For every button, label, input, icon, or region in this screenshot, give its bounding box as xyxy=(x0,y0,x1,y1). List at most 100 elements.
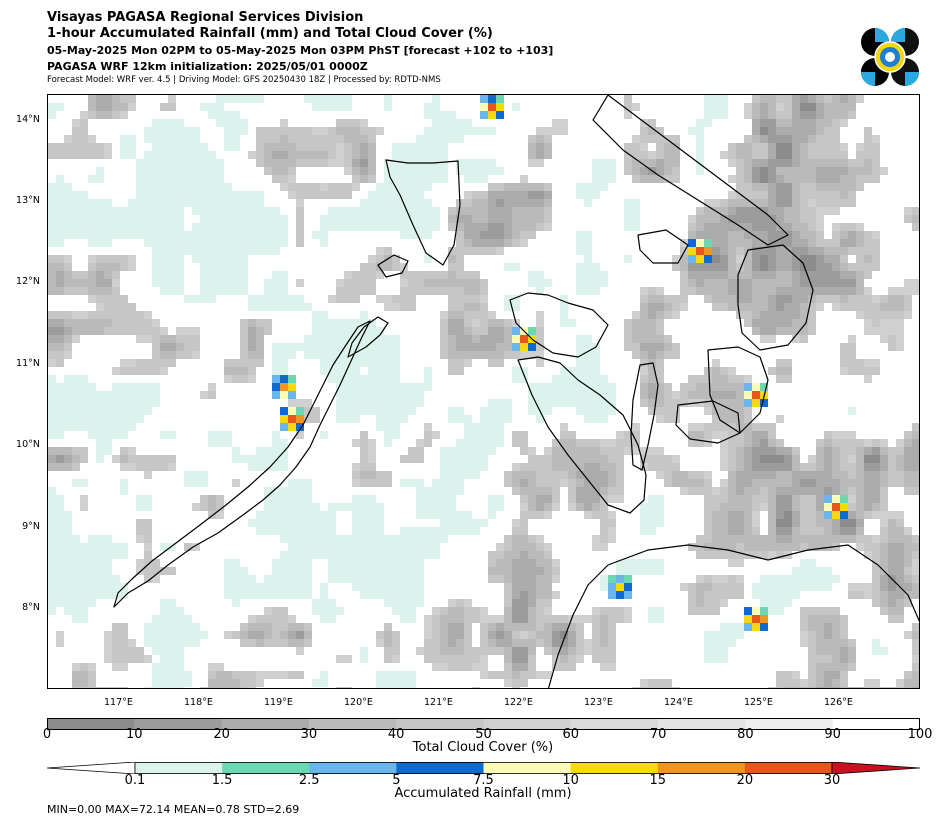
grid-cell xyxy=(144,223,152,231)
grid-cell xyxy=(264,583,272,591)
grid-cell xyxy=(744,103,752,111)
grid-cell xyxy=(328,503,336,511)
grid-cell xyxy=(544,559,552,567)
grid-cell xyxy=(104,391,112,399)
grid-cell xyxy=(696,383,704,391)
grid-cell xyxy=(600,623,608,631)
grid-cell xyxy=(104,199,112,207)
grid-cell xyxy=(488,495,496,503)
grid-cell xyxy=(88,591,96,599)
grid-cell xyxy=(376,543,384,551)
grid-cell xyxy=(784,455,792,463)
grid-cell xyxy=(584,271,592,279)
grid-cell xyxy=(288,159,296,167)
grid-cell xyxy=(336,375,344,383)
grid-cell xyxy=(488,639,496,647)
grid-cell xyxy=(456,527,464,535)
grid-cell xyxy=(536,399,544,407)
grid-cell xyxy=(784,671,792,679)
grid-cell xyxy=(400,383,408,391)
grid-cell xyxy=(272,431,280,439)
grid-cell xyxy=(784,183,792,191)
grid-cell xyxy=(136,535,144,543)
grid-cell xyxy=(472,215,480,223)
grid-cell xyxy=(712,231,720,239)
rain-cell xyxy=(840,511,848,519)
grid-cell xyxy=(640,511,648,519)
grid-cell xyxy=(704,287,712,295)
grid-cell xyxy=(88,231,96,239)
grid-cell xyxy=(176,679,184,687)
grid-cell xyxy=(152,343,160,351)
grid-cell xyxy=(536,591,544,599)
grid-cell xyxy=(424,127,432,135)
grid-cell xyxy=(680,383,688,391)
grid-cell xyxy=(544,647,552,655)
grid-cell xyxy=(160,647,168,655)
grid-cell xyxy=(800,119,808,127)
rainfall-statistics: MIN=0.00 MAX=72.14 MEAN=0.78 STD=2.69 xyxy=(47,803,300,816)
grid-cell xyxy=(528,183,536,191)
rain-cell xyxy=(696,239,704,247)
grid-cell xyxy=(288,551,296,559)
grid-cell xyxy=(696,487,704,495)
grid-cell xyxy=(768,471,776,479)
grid-cell xyxy=(728,511,736,519)
grid-cell xyxy=(520,207,528,215)
grid-cell xyxy=(584,239,592,247)
cloud-colorbar-tick: 90 xyxy=(824,727,841,742)
grid-cell xyxy=(248,687,256,688)
grid-cell xyxy=(728,559,736,567)
grid-cell xyxy=(824,655,832,663)
grid-cell xyxy=(128,231,136,239)
grid-cell xyxy=(392,151,400,159)
grid-cell xyxy=(424,647,432,655)
grid-cell xyxy=(240,247,248,255)
grid-cell xyxy=(568,655,576,663)
grid-cell xyxy=(472,239,480,247)
grid-cell xyxy=(512,191,520,199)
grid-cell xyxy=(416,231,424,239)
grid-cell xyxy=(400,479,408,487)
grid-cell xyxy=(656,511,664,519)
grid-cell xyxy=(696,159,704,167)
rain-colorbar-segment xyxy=(657,762,746,774)
grid-cell xyxy=(272,463,280,471)
grid-cell xyxy=(88,271,96,279)
grid-cell xyxy=(536,567,544,575)
grid-cell xyxy=(144,383,152,391)
grid-cell xyxy=(168,351,176,359)
grid-cell xyxy=(816,199,824,207)
grid-cell xyxy=(544,143,552,151)
grid-cell xyxy=(448,207,456,215)
grid-cell xyxy=(360,207,368,215)
grid-cell xyxy=(168,239,176,247)
grid-cell xyxy=(192,135,200,143)
grid-cell xyxy=(832,623,840,631)
grid-cell xyxy=(160,191,168,199)
grid-cell xyxy=(320,183,328,191)
grid-cell xyxy=(648,303,656,311)
grid-cell xyxy=(48,607,56,615)
cloud-colorbar-tick: 10 xyxy=(126,727,143,742)
grid-cell xyxy=(176,215,184,223)
grid-cell xyxy=(720,215,728,223)
grid-cell xyxy=(128,255,136,263)
grid-cell xyxy=(344,103,352,111)
grid-cell xyxy=(120,111,128,119)
grid-cell xyxy=(232,599,240,607)
grid-cell xyxy=(280,575,288,583)
grid-cell xyxy=(168,247,176,255)
forecast-period: 05-May-2025 Mon 02PM to 05-May-2025 Mon … xyxy=(47,44,554,57)
grid-cell xyxy=(272,167,280,175)
grid-cell xyxy=(856,455,864,463)
grid-cell xyxy=(64,343,72,351)
grid-cell xyxy=(584,183,592,191)
grid-cell xyxy=(744,207,752,215)
grid-cell xyxy=(48,583,56,591)
grid-cell xyxy=(816,679,824,687)
grid-cell xyxy=(776,511,784,519)
grid-cell xyxy=(384,631,392,639)
grid-cell xyxy=(512,575,520,583)
grid-cell xyxy=(112,207,120,215)
